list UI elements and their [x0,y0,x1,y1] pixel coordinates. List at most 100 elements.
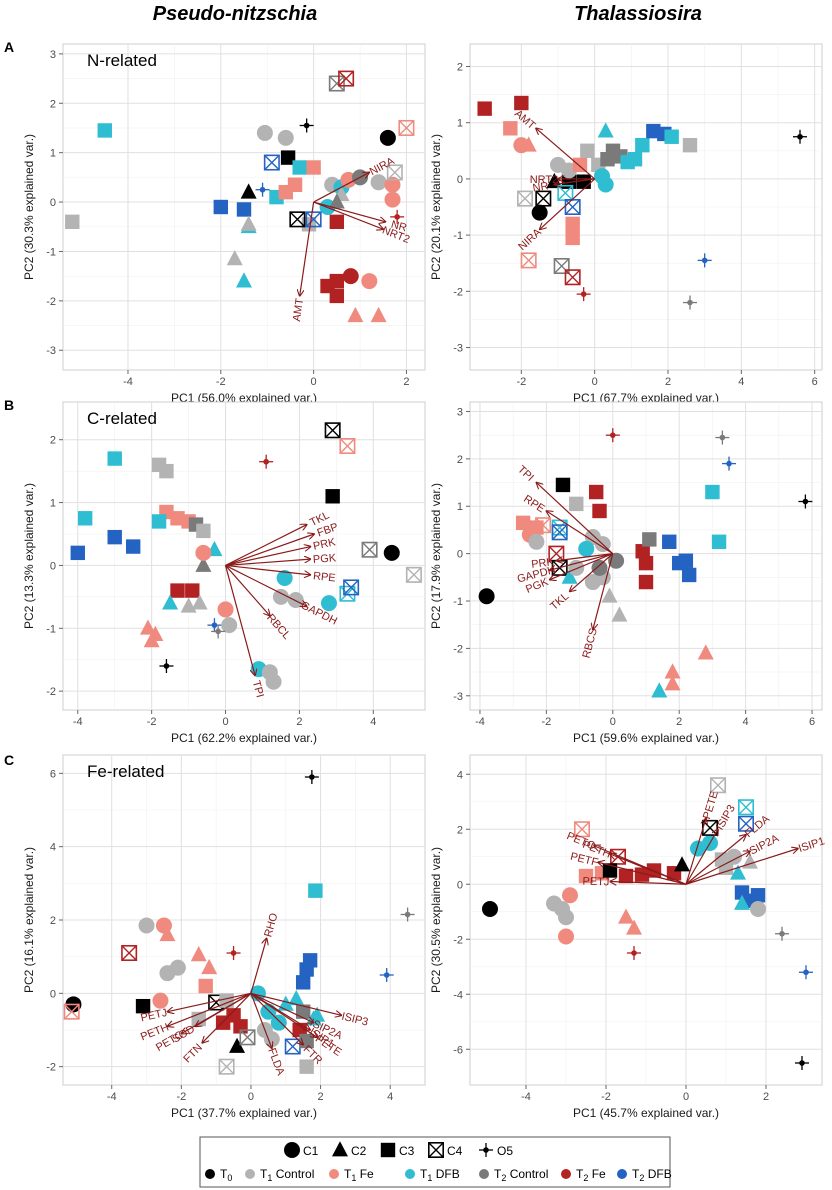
data-point [514,95,529,111]
y-tick-label: 2 [457,61,463,73]
y-tick-label: 0 [457,879,463,891]
loading-label: AMT [291,297,306,322]
data-point [588,484,604,500]
data-point [370,306,387,323]
data-point [564,269,581,286]
data-point [750,888,766,903]
data-point [299,118,314,133]
data-point [477,101,492,116]
x-tick-label: 6 [812,376,818,388]
y-tick-label: 1 [50,498,56,510]
data-point [213,199,228,215]
y-axis-label: PC2 (30.3% explained var.) [22,134,36,280]
data-point [295,1004,311,1019]
panel-tag: N-related [87,51,157,70]
data-point [558,928,574,945]
data-point [562,887,578,904]
x-tick-label: 4 [387,1091,393,1103]
loading-arrow [250,993,272,1048]
legend-group-swatch [205,1169,215,1179]
loading-arrow [540,178,596,230]
y-tick-label: -2 [46,686,56,698]
loading-arrow [250,938,267,994]
data-point [370,174,387,191]
data-point [390,209,405,224]
data-point [229,1037,246,1053]
x-tick-label: 4 [370,716,376,728]
data-point [558,909,574,926]
legend-shape-label: C3 [399,1144,415,1158]
data-point [664,663,681,679]
data-point [726,848,742,865]
data-point [597,122,614,138]
data-point [602,863,618,878]
data-point [215,1015,231,1030]
data-point [737,815,754,832]
data-point [256,124,273,141]
data-point [70,545,85,561]
data-point [139,619,156,635]
legend-group-label: T1 Fe [344,1167,374,1183]
data-point [383,544,400,561]
loading-arrow [556,553,613,561]
data-point [478,588,495,605]
data-point [718,860,734,875]
data-point [711,534,727,549]
x-tick-label: 0 [248,1091,254,1103]
y-tick-label: 2 [457,824,463,836]
panel-tag: C-related [87,409,157,428]
data-point [265,673,282,690]
loading-arrow [225,534,315,566]
y-tick-label: 3 [50,49,56,61]
loading-arrow [225,547,311,567]
data-point [125,539,141,554]
x-tick-label: 0 [683,1091,689,1103]
loading-arrow [195,992,252,1026]
data-point [217,601,234,618]
y-tick-label: -2 [453,286,463,298]
data-point [642,532,657,547]
data-point [515,515,531,531]
data-point [627,152,643,167]
y-tick-label: -3 [46,345,56,357]
loading-label: NRT2 [530,174,559,186]
y-tick-label: -2 [46,1062,56,1074]
data-point [638,555,654,571]
x-tick-label: 6 [809,716,815,728]
legend-group-label: T1 Control [260,1167,314,1183]
data-point [482,901,498,917]
data-point [329,214,345,230]
data-point [520,252,537,269]
panel-B-right: -4 -2 0 2 4 6 -3 -2 -1 0 1 2 3 PC1 (59.6% explained v… [429,401,823,745]
data-point [516,190,533,207]
data-point [299,1059,314,1074]
data-point [211,624,226,639]
data-point [531,204,548,221]
data-point [255,182,270,197]
loading-label: PETJ [140,1007,169,1024]
y-axis-label: PC2 (16.1% explained var.) [22,847,36,993]
data-point [195,556,212,572]
loading-arrow [536,483,614,555]
y-axis-label: PC2 (20.1% explained var.) [429,134,443,280]
data-point [678,553,694,568]
data-point [324,422,341,439]
x-tick-label: -2 [541,716,551,728]
data-point [651,682,668,698]
data-point [580,143,595,158]
y-tick-label: 6 [50,768,56,780]
loading-arrow [536,128,596,180]
data-point [626,919,642,935]
legend-shape-symbol [332,1141,348,1157]
data-point [572,157,588,173]
x-tick-label: -4 [475,716,485,728]
data-point [169,959,186,976]
y-tick-label: 1 [50,148,56,160]
data-point [722,456,737,471]
y-tick-label: 2 [50,435,56,447]
loading-label: RPE [312,570,336,584]
data-point [634,867,650,882]
data-point [236,202,252,217]
x-tick-label: -2 [176,1091,186,1103]
